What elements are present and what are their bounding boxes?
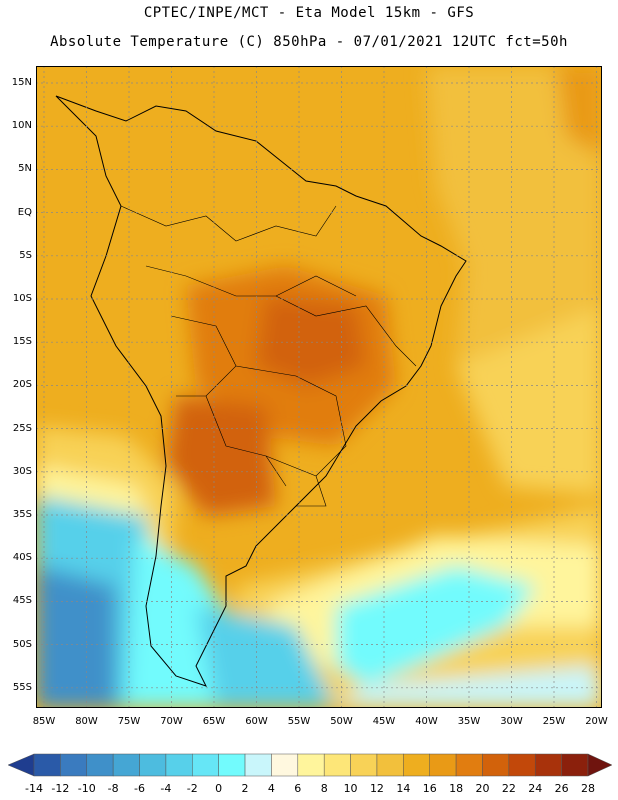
colorbar-tick--2: -2 (186, 782, 198, 795)
lon-label-85W: 85W (32, 716, 56, 727)
field-ne-corner (556, 66, 602, 156)
colorbar-box-7 (192, 753, 219, 777)
lon-label-45W: 45W (372, 716, 396, 727)
graticule (36, 66, 602, 708)
colorbar-tick-12: 12 (369, 782, 384, 795)
field-cold-tongue (336, 566, 536, 686)
colorbar-box-14 (376, 753, 404, 777)
colorbar-box-21 (561, 753, 589, 777)
colorbar-box-4 (112, 753, 140, 777)
lon-label-30W: 30W (500, 716, 523, 727)
temperature-map (36, 66, 602, 708)
lat-label-10N: 10N (11, 120, 32, 132)
colorbar-box-19 (508, 753, 536, 777)
lat-label-55S: 55S (12, 681, 32, 693)
lon-label-50W: 50W (330, 716, 353, 727)
colorbar-box-17 (455, 753, 483, 777)
colorbar-box-1 (33, 753, 61, 777)
lon-label-70W: 70W (160, 716, 183, 727)
map-title-line1: CPTEC/INPE/MCT - Eta Model 15km - GFS (143, 5, 475, 21)
lon-label-55W: 55W (287, 716, 311, 727)
colorbar-tick-4: 4 (267, 782, 275, 795)
lat-label-25S: 25S (12, 422, 32, 434)
lat-label-40S: 40S (12, 552, 32, 564)
lon-label-40W: 40W (415, 716, 438, 727)
colorbar-tick--6: -6 (134, 782, 145, 795)
lon-label-35W: 35W (457, 716, 481, 727)
colorbar-tick-26: 26 (554, 782, 569, 795)
lon-label-75W: 75W (117, 716, 141, 727)
field-atlantic-mid (456, 306, 602, 496)
colorbar-box-12 (323, 753, 351, 777)
colorbar-tick--12: -12 (51, 782, 70, 795)
lat-label-50S: 50S (12, 638, 32, 650)
coastlines (55, 95, 467, 687)
colorbar-box-5 (139, 753, 167, 777)
lat-label-45S: 45S (12, 595, 32, 607)
colorbar-tick-6: 6 (294, 782, 302, 795)
field-pacific-colder (36, 566, 116, 708)
colorbar-tick-10: 10 (343, 782, 358, 795)
lat-label-5N: 5N (18, 163, 32, 175)
colorbar-tick--14: -14 (25, 782, 43, 795)
colorbar-tick-18: 18 (449, 782, 464, 795)
colorbar-box-18 (482, 753, 510, 777)
colorbar-box-15 (403, 753, 430, 777)
colorbar-tick-0: 0 (215, 782, 223, 795)
map-title-line2: Absolute Temperature (C) 850hPa - 07/01/… (50, 34, 568, 50)
lat-label-15N: 15N (11, 77, 32, 88)
lat-label-30S: 30S (12, 465, 32, 477)
colorbar-arrow-right (587, 753, 613, 777)
lat-label-35S: 35S (12, 509, 32, 520)
colorbar-tick--4: -4 (160, 782, 172, 795)
lat-label-20S: 20S (12, 379, 32, 391)
field-drake (196, 606, 336, 708)
colorbar (0, 750, 618, 780)
colorbar-tick--8: -8 (107, 782, 119, 795)
colorbar-arrow-left (7, 753, 35, 777)
lat-label-5S: 5S (19, 249, 32, 261)
lon-label-80W: 80W (75, 716, 98, 727)
colorbar-box-8 (218, 753, 246, 777)
colorbar-tick-24: 24 (528, 782, 543, 795)
country-borders (120, 205, 417, 507)
field-atlantic-east (426, 66, 602, 406)
colorbar-tick-20: 20 (475, 782, 490, 795)
colorbar-tick-28: 28 (581, 782, 595, 795)
colorbar-box-6 (165, 753, 193, 777)
lon-label-20W: 20W (585, 716, 608, 727)
colorbar-box-2 (60, 753, 88, 777)
map-canvas (36, 66, 602, 708)
colorbar-box-16 (429, 753, 457, 777)
colorbar-tick-8: 8 (320, 782, 328, 795)
colorbar-tick-16: 16 (422, 782, 437, 795)
colorbar-graphic (7, 753, 613, 777)
colorbar-box-13 (350, 753, 378, 777)
lat-label-15S: 15S (12, 336, 32, 348)
lon-label-65W: 65W (202, 716, 226, 727)
map-frame (36, 66, 602, 708)
colorbar-box-11 (297, 753, 325, 777)
colorbar-tick-22: 22 (501, 782, 516, 795)
lon-label-25W: 25W (542, 716, 566, 727)
lat-label-EQ: EQ (17, 206, 32, 218)
lon-label-60W: 60W (245, 716, 268, 727)
colorbar-box-20 (534, 753, 562, 777)
colorbar-tick-14: 14 (396, 782, 411, 795)
south-america-outline (55, 95, 467, 687)
colorbar-tick--10: -10 (77, 782, 96, 795)
colorbar-box-9 (244, 753, 272, 777)
colorbar-tick-2: 2 (241, 782, 249, 795)
colorbar-box-3 (86, 753, 114, 777)
field-chaco (166, 396, 276, 516)
colorbar-box-10 (271, 753, 299, 777)
field-central-core (256, 296, 366, 386)
lat-label-10S: 10S (12, 293, 32, 304)
